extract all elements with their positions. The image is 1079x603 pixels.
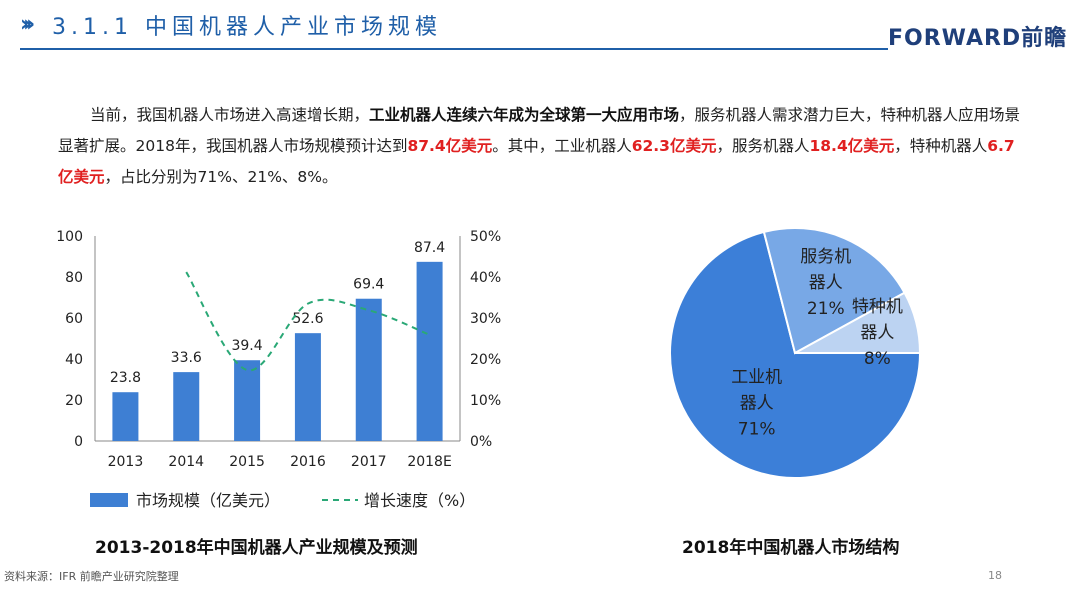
data-label: 39.4 <box>231 338 262 354</box>
pie-slice <box>669 230 922 479</box>
y2-tick-label: 30% <box>470 311 501 327</box>
value-special: 6.7亿美元 <box>58 137 1015 186</box>
x-tick-label: 2017 <box>351 454 387 470</box>
intro-bold-text: 工业机器人连续六年成为全球第一大应用市场 <box>369 106 680 124</box>
y2-tick-label: 50% <box>470 229 501 245</box>
pie-slice <box>762 227 906 355</box>
y2-tick-label: 40% <box>470 270 501 286</box>
x-tick-label: 2014 <box>168 454 204 470</box>
x-tick-label: 2016 <box>290 454 326 470</box>
header-divider <box>20 48 888 50</box>
chevron-right-icon: ››› <box>20 12 35 37</box>
value-industrial: 62.3亿美元 <box>631 137 717 155</box>
pie-label: 特种机 <box>852 297 903 317</box>
intro-text-3: 。其中，工业机器人 <box>492 137 632 155</box>
intro-text-5: ，特种机器人 <box>894 137 988 155</box>
pie-label: 器人 <box>809 273 843 293</box>
y2-tick-label: 20% <box>470 352 501 368</box>
market-size-chart: 0 20 40 60 80 100 0% 10% 20% 30% 40% 50% 23.8 2013 33.… <box>56 229 501 510</box>
data-label: 87.4 <box>414 240 445 256</box>
y2-tick-label: 0% <box>470 434 492 450</box>
pie-label: 器人 <box>860 323 894 343</box>
bar <box>234 360 261 441</box>
y-tick-label: 60 <box>65 311 83 327</box>
bar <box>355 298 382 441</box>
bar <box>112 392 139 441</box>
bar <box>173 372 200 441</box>
intro-text-2: ，服务机器人需求潜力巨大，特种机器人应用场景显著扩展。2018年，我国机器人市场… <box>58 106 1021 155</box>
bar-chart-title: 2013-2018年中国机器人产业规模及预测 <box>95 538 418 558</box>
x-tick-label: 2015 <box>229 454 265 470</box>
y2-tick-label: 10% <box>470 393 501 409</box>
intro-text-1: 当前，我国机器人市场进入高速增长期， <box>90 106 370 124</box>
pie-label: 工业机 <box>731 367 782 387</box>
data-label: 52.6 <box>292 311 323 327</box>
pie-label: 71% <box>738 419 776 439</box>
y-tick-label: 40 <box>65 352 83 368</box>
growth-rate-line <box>185 271 430 372</box>
pie-label: 器人 <box>740 393 774 413</box>
source-note: 资料来源：IFR 前瞻产业研究院整理 <box>4 570 179 583</box>
bar <box>416 261 443 441</box>
y-tick-label: 20 <box>65 393 83 409</box>
data-label: 69.4 <box>353 277 384 293</box>
pie-slice <box>794 291 922 354</box>
value-service: 18.4亿美元 <box>809 137 895 155</box>
pie-label: 服务机 <box>800 247 851 267</box>
intro-paragraph: 当前，我国机器人市场进入高速增长期，工业机器人连续六年成为全球第一大应用市场，服… <box>58 100 1023 193</box>
page-title: 3.1.1 中国机器人产业市场规模 <box>52 15 442 40</box>
x-tick-label: 2018E <box>407 454 451 470</box>
value-total: 87.4亿美元 <box>407 137 493 155</box>
legend-bar-swatch <box>90 493 128 507</box>
y-tick-label: 80 <box>65 270 83 286</box>
page-number: 18 <box>988 569 1002 582</box>
data-label: 23.8 <box>110 370 141 386</box>
brand-logo: FORWARD前瞻 <box>888 26 1068 51</box>
legend-bar-label: 市场规模（亿美元） <box>136 491 280 510</box>
slide-header: ››› 3.1.1 中国机器人产业市场规模 <box>0 0 1079 66</box>
data-label: 33.6 <box>171 350 202 366</box>
pie-chart-title: 2018年中国机器人市场结构 <box>682 538 900 558</box>
bar <box>294 333 321 441</box>
y-tick-label: 100 <box>56 229 83 245</box>
pie-label: 8% <box>864 349 891 369</box>
intro-text-4: ，服务机器人 <box>716 137 810 155</box>
legend-line-label: 增长速度（%） <box>364 491 475 510</box>
pie-label: 21% <box>807 299 845 319</box>
intro-text-6: ，占比分别为71%、21%、8%。 <box>104 168 338 186</box>
x-tick-label: 2013 <box>108 454 144 470</box>
y-tick-label: 0 <box>74 434 83 450</box>
